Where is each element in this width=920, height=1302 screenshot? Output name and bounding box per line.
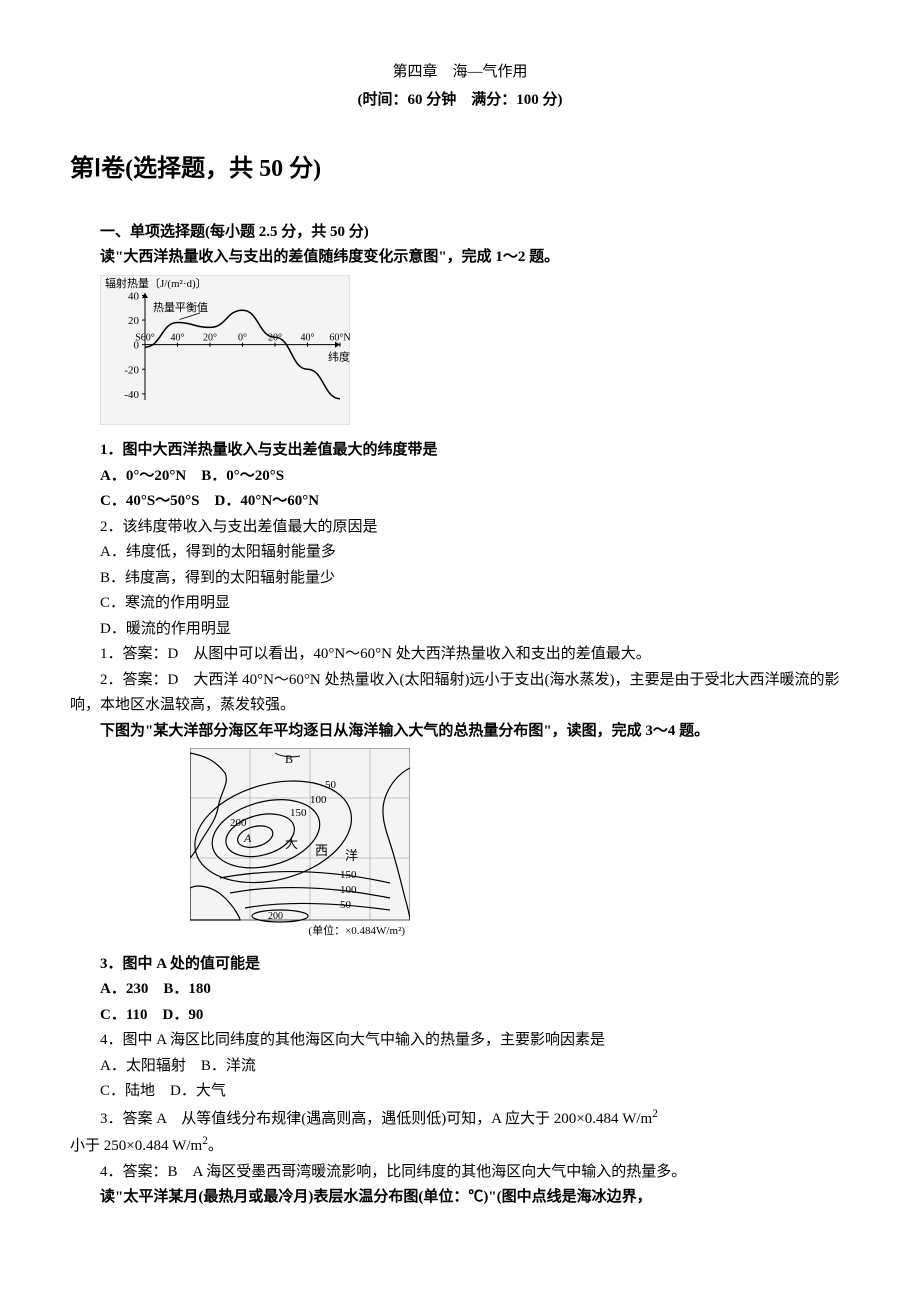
svg-text:(单位：×0.484W/m²): (单位：×0.484W/m²) <box>308 923 405 937</box>
q1-opt-a: A．0°～20°N <box>100 468 186 484</box>
q3-opt-d: D．90 <box>163 1007 204 1023</box>
q2-opt-d: D．暖流的作用明显 <box>70 617 850 643</box>
svg-text:150: 150 <box>340 869 357 881</box>
chart1-svg: -40-2002040S60°40°20°0°20°40°60°N辐射热量〔J/… <box>100 275 350 425</box>
q4-stem: 4．图中 A 海区比同纬度的其他海区向大气中输入的热量多，主要影响因素是 <box>70 1028 850 1054</box>
q4-options-cd: C．陆地 D．大气 <box>70 1079 850 1105</box>
svg-text:50: 50 <box>325 779 337 791</box>
q1-stem: 1．图中大西洋热量收入与支出差值最大的纬度带是 <box>70 438 850 464</box>
q1-options-cd: C．40°S～50°S D．40°N～60°N <box>70 489 850 515</box>
svg-text:B: B <box>285 752 293 766</box>
q2-opt-a: A．纬度低，得到的太阳辐射能量多 <box>70 540 850 566</box>
q12-intro: 读"大西洋热量收入与支出的差值随纬度变化示意图"，完成 1～2 题。 <box>70 245 850 271</box>
answer-2: 2．答案：D 大西洋 40°N～60°N 处热量收入(太阳辐射)远小于支出(海水… <box>70 668 850 719</box>
chart2-figure: B50100150200A15010050200大西洋(单位：×0.484W/m… <box>190 748 850 948</box>
q3-opt-a: A．230 <box>100 981 148 997</box>
svg-text:大: 大 <box>285 836 298 851</box>
chart2-svg: B50100150200A15010050200大西洋(单位：×0.484W/m… <box>190 748 410 938</box>
svg-text:40°: 40° <box>301 332 315 343</box>
svg-text:S60°: S60° <box>135 332 155 343</box>
svg-text:50: 50 <box>340 899 352 911</box>
svg-text:150: 150 <box>290 807 307 819</box>
q3-options-ab: A．230 B．180 <box>70 977 850 1003</box>
q3-stem: 3．图中 A 处的值可能是 <box>70 952 850 978</box>
svg-text:20: 20 <box>128 315 140 327</box>
time-score: (时间：60 分钟 满分：100 分) <box>70 88 850 114</box>
q4-opt-b: B．洋流 <box>201 1058 256 1074</box>
answer-3-line2: 小于 250×0.484 W/m2。 <box>70 1132 850 1160</box>
svg-text:-20: -20 <box>124 364 139 376</box>
q56-intro: 读"太平洋某月(最热月或最冷月)表层水温分布图(单位：℃)"(图中点线是海冰边界… <box>70 1185 850 1211</box>
q4-opt-c: C．陆地 <box>100 1083 155 1099</box>
svg-text:20°: 20° <box>203 332 217 343</box>
q1-opt-c: C．40°S～50°S <box>100 493 200 509</box>
svg-text:辐射热量〔J/(m²·d)〕: 辐射热量〔J/(m²·d)〕 <box>105 276 207 290</box>
q3-opt-c: C．110 <box>100 1007 148 1023</box>
answer-3-prefix: 3．答案 A 从等值线分布规律(遇高则高，遇低则低)可知，A 应大于 200×0… <box>100 1111 652 1127</box>
svg-text:200: 200 <box>268 911 283 922</box>
chapter-title: 第四章 海—气作用 <box>70 60 850 86</box>
q4-opt-d: D．大气 <box>170 1083 226 1099</box>
q4-opt-a: A．太阳辐射 <box>100 1058 186 1074</box>
svg-text:100: 100 <box>310 794 327 806</box>
q1-opt-d: D．40°N～60°N <box>215 493 320 509</box>
chart1-figure: -40-2002040S60°40°20°0°20°40°60°N辐射热量〔J/… <box>100 275 850 435</box>
sup-2a: 2 <box>652 1108 658 1120</box>
mcq-heading: 一、单项选择题(每小题 2.5 分，共 50 分) <box>70 220 850 246</box>
svg-text:洋: 洋 <box>345 848 358 863</box>
q1-options-ab: A．0°～20°N B．0°～20°S <box>70 464 850 490</box>
answer-3-period: 。 <box>208 1138 223 1154</box>
q3-opt-b: B．180 <box>163 981 211 997</box>
svg-text:纬度: 纬度 <box>328 349 350 363</box>
section1-header: 第Ⅰ卷(选择题，共 50 分) <box>70 149 850 190</box>
q2-opt-c: C．寒流的作用明显 <box>70 591 850 617</box>
svg-text:40: 40 <box>128 290 140 302</box>
svg-text:200: 200 <box>230 817 247 829</box>
q4-options-ab: A．太阳辐射 B．洋流 <box>70 1054 850 1080</box>
svg-text:热量平衡值: 热量平衡值 <box>153 301 208 314</box>
q2-opt-b: B．纬度高，得到的太阳辐射能量少 <box>70 566 850 592</box>
svg-text:40°: 40° <box>171 332 185 343</box>
answer-3-suffix: 小于 250×0.484 W/m <box>70 1138 202 1154</box>
q1-opt-b: B．0°～20°S <box>201 468 284 484</box>
q34-intro: 下图为"某大洋部分海区年平均逐日从海洋输入大气的总热量分布图"，读图，完成 3～… <box>70 719 850 745</box>
answer-1: 1．答案：D 从图中可以看出，40°N～60°N 处大西洋热量收入和支出的差值最… <box>70 642 850 668</box>
svg-text:100: 100 <box>340 884 357 896</box>
answer-4: 4．答案：B A 海区受墨西哥湾暖流影响，比同纬度的其他海区向大气中输入的热量多… <box>70 1160 850 1186</box>
q3-options-cd: C．110 D．90 <box>70 1003 850 1029</box>
q2-stem: 2．该纬度带收入与支出差值最大的原因是 <box>70 515 850 541</box>
answer-3: 3．答案 A 从等值线分布规律(遇高则高，遇低则低)可知，A 应大于 200×0… <box>70 1105 850 1133</box>
svg-text:60°N: 60°N <box>329 332 350 343</box>
svg-text:-40: -40 <box>124 389 139 401</box>
svg-text:西: 西 <box>315 843 328 858</box>
svg-text:A: A <box>243 831 252 845</box>
svg-text:0°: 0° <box>238 332 247 343</box>
